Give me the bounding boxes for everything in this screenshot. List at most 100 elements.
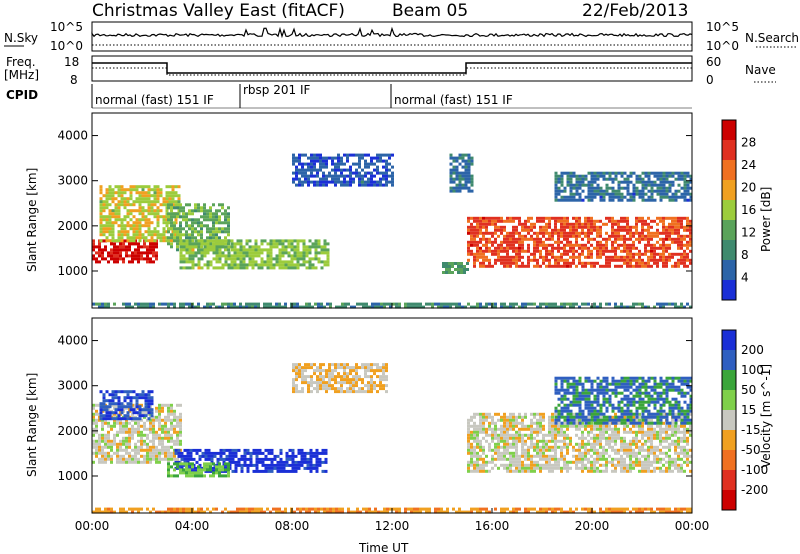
heatmap-cell (554, 223, 557, 226)
heatmap-cell (687, 190, 690, 193)
heatmap-cell (188, 474, 191, 477)
heatmap-cell (142, 185, 145, 188)
heatmap-cell (295, 160, 298, 163)
heatmap-cell (271, 452, 274, 455)
heatmap-cell (259, 449, 262, 452)
heatmap-cell (352, 172, 355, 175)
heatmap-cell (482, 425, 485, 428)
heatmap-cell (148, 408, 151, 411)
heatmap-cell (542, 446, 545, 449)
heatmap-cell (576, 199, 579, 202)
heatmap-cell (170, 221, 173, 224)
heatmap-cell (584, 223, 587, 226)
heatmap-cell (346, 381, 349, 384)
heatmap-cell (647, 232, 650, 235)
heatmap-cell (167, 458, 170, 461)
heatmap-cell (170, 434, 173, 437)
heatmap-cell (309, 263, 312, 266)
heatmap-cell (207, 242, 210, 245)
heatmap-cell (176, 465, 179, 468)
heatmap-cell (597, 172, 600, 175)
heatmap-cell (572, 253, 575, 256)
heatmap-cell (158, 461, 161, 464)
heatmap-cell (557, 241, 560, 244)
heatmap-cell (155, 431, 158, 434)
heatmap-cell (512, 422, 515, 425)
heatmap-cell (107, 455, 110, 458)
heatmap-cell (113, 242, 116, 245)
heatmap-cell (509, 425, 512, 428)
y-tick-label: 4000 (57, 129, 88, 143)
heatmap-cell (555, 181, 558, 184)
heatmap-cell (388, 169, 391, 172)
heatmap-cell (170, 227, 173, 230)
heatmap-cell (225, 245, 228, 248)
heatmap-cell (247, 449, 250, 452)
heatmap-cell (276, 242, 279, 245)
heatmap-cell (167, 446, 170, 449)
heatmap-cell (665, 259, 668, 262)
heatmap-cell (596, 449, 599, 452)
heatmap-cell (113, 452, 116, 455)
heatmap-cell (379, 154, 382, 157)
heatmap-cell (322, 452, 325, 455)
heatmap-cell (515, 238, 518, 241)
heatmap-cell (373, 372, 376, 375)
heatmap-cell (310, 157, 313, 160)
heatmap-cell (572, 244, 575, 247)
heatmap-cell (548, 235, 551, 238)
heatmap-cell (671, 265, 674, 268)
heatmap-cell (362, 303, 365, 306)
heatmap-cell (567, 184, 570, 187)
heatmap-cell (518, 220, 521, 223)
heatmap-cell (340, 378, 343, 381)
heatmap-cell (485, 232, 488, 235)
heatmap-cell (322, 181, 325, 184)
heatmap-cell (521, 443, 524, 446)
heatmap-cell (554, 443, 557, 446)
heatmap-cell (139, 393, 142, 396)
heatmap-cell (665, 303, 668, 306)
heatmap-cell (170, 428, 173, 431)
heatmap-cell (687, 172, 690, 175)
heatmap-cell (524, 467, 527, 470)
heatmap-cell (103, 399, 106, 402)
heatmap-cell (635, 220, 638, 223)
heatmap-cell (476, 443, 479, 446)
heatmap-cell (674, 262, 677, 265)
heatmap-cell (358, 166, 361, 169)
heatmap-cell (605, 247, 608, 250)
heatmap-cell (276, 245, 279, 248)
heatmap-cell (497, 458, 500, 461)
heatmap-cell (143, 449, 146, 452)
heatmap-cell (175, 449, 178, 452)
heatmap-cell (131, 455, 134, 458)
heatmap-cell (176, 404, 179, 407)
heatmap-cell (340, 157, 343, 160)
heatmap-cell (163, 233, 166, 236)
heatmap-cell (593, 223, 596, 226)
heatmap-cell (252, 245, 255, 248)
heatmap-cell (551, 250, 554, 253)
heatmap-cell (125, 443, 128, 446)
heatmap-cell (273, 266, 276, 269)
heatmap-cell (657, 172, 660, 175)
heatmap-cell (224, 236, 227, 239)
heatmap-cell (630, 181, 633, 184)
heatmap-cell (563, 265, 566, 268)
heatmap-cell (133, 236, 136, 239)
heatmap-cell (485, 431, 488, 434)
heatmap-cell (189, 257, 192, 260)
heatmap-cell (103, 414, 106, 417)
heatmap-cell (175, 191, 178, 194)
heatmap-cell (248, 303, 251, 306)
heatmap-cell (256, 467, 259, 470)
heatmap-cell (539, 238, 542, 241)
heatmap-cell (218, 236, 221, 239)
heatmap-cell (191, 471, 194, 474)
heatmap-cell (358, 163, 361, 166)
heatmap-cell (113, 437, 116, 440)
heatmap-cell (653, 220, 656, 223)
heatmap-cell (140, 425, 143, 428)
heatmap-cell (473, 229, 476, 232)
